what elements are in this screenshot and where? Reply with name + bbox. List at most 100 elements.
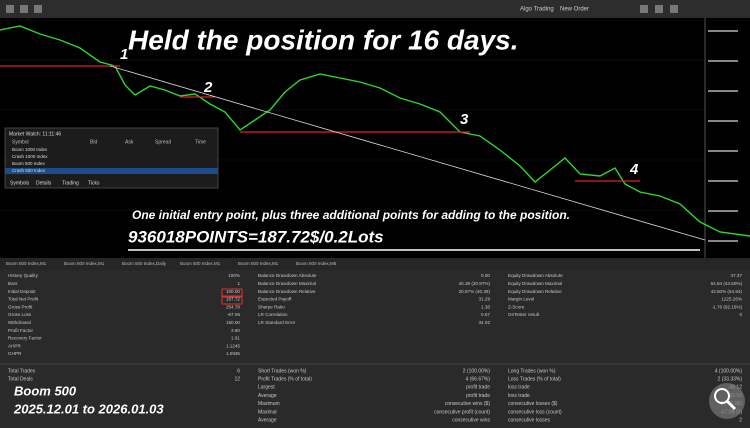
price-scale [708,30,738,242]
symbol-row[interactable]: Boom 1000 Index [12,147,48,152]
toolbar-item[interactable]: New Order [560,7,589,13]
panel-tab[interactable]: Trading [62,180,79,186]
report-value: -67.06 [227,312,240,317]
symbol-row[interactable]: Crash 500 Index [12,168,46,173]
column-header: Ask [125,139,134,145]
report-value: 4 (100.00%) [715,368,743,374]
chart-tab[interactable]: Boom 500 Index,M1 [238,261,279,266]
chart-tabs [0,258,750,270]
report-value: 100% [228,273,240,278]
highlight [221,296,243,305]
report-label: loss trade [508,393,530,399]
market-watch: Market Watch: 11:11:46 Symbol Bid Ask Sprea… [4,127,219,189]
highlight [221,288,243,297]
report-label: Maximal [258,409,277,415]
report-value: 1.61 [231,336,240,341]
report-value: 1.0935 [226,351,240,356]
report-value: 43.50% (64.84) [711,289,743,294]
position-lines [0,65,640,182]
chart-tab[interactable]: Boom 500 Index,M1 [6,261,47,266]
report-label: Equity Drawdown Relative [508,289,562,294]
report-label: consecutive losses [508,418,550,424]
report-value: 2 (33.33%) [718,377,743,383]
toolbar-icons [6,5,678,13]
report-value: 47.37 [731,273,743,278]
chart-tab[interactable]: Boom 500 Index,M1 [64,261,105,266]
result: 936018POINTS=187.72$/0.2Lots [128,227,384,246]
chart-tab[interactable]: Boom 500 Index,Daily [122,261,167,266]
report-value: 2 (100.00%) [463,368,491,374]
report-value: 0.00 [481,273,490,278]
report-label: Average [258,418,277,424]
report-label: Profit Trades (% of total) [258,377,312,383]
report-label: Gross Profit [8,304,33,309]
report-label: Short Trades (won %) [258,368,307,374]
panel-tab[interactable]: Details [36,180,52,186]
panel-tab[interactable]: Symbols [10,180,30,186]
report-value: 3.80 [231,328,240,333]
report-value: profit trade [466,385,490,391]
report-value: 2 [739,418,742,424]
panel-tab[interactable]: Ticks [88,180,100,186]
report-value: 1225.26% [721,297,742,302]
report-value: 187.72 [226,297,240,302]
title: Held the position for 16 days. [128,24,519,55]
report-value: 40.39 (20.87%) [459,281,491,286]
report-value: 4 (66.67%) [466,377,491,383]
report-value: 1.38 [481,304,490,309]
report-value: 0.67 [481,312,490,317]
report-value: -1.76 (92.16%) [712,304,743,309]
report-label: Bars [8,281,18,286]
price-line [0,25,750,237]
report-label: History Quality [8,273,39,278]
marker: 3 [460,111,469,128]
report-label: AHPR [8,343,21,348]
period: 2025.12.01 to 2026.01.03 [13,401,164,416]
marker: 1 [120,46,128,63]
report-label: loss trade [508,385,530,391]
marker: 2 [203,79,213,96]
report-label: Total Trades [8,368,36,374]
toolbar [0,0,750,18]
report-label: Balance Drawdown Absolute [258,273,317,278]
column-header: Spread [155,139,171,145]
report-label: Margin Level [508,297,534,302]
column-header: Symbol [12,139,29,145]
chart-tab[interactable]: Boom 500 Index,M1 [180,261,221,266]
report-label: Profit Factor [8,328,33,333]
report-value: 20.87% (40.39) [459,289,491,294]
report-value: 1 [237,281,240,286]
report-value: 34.02 [479,320,491,325]
toolbar-item[interactable]: Algo Trading [520,7,554,13]
column-header: Bid [90,139,97,145]
report-label: Average [258,393,277,399]
report-label: OnTester result [508,312,540,317]
report-value: 12 [234,377,240,383]
report-value: 6 [237,368,240,374]
chart-grid [0,59,705,211]
zoom-button[interactable] [709,383,745,419]
symbol: Boom 500 [14,383,77,398]
subtitle: One initial entry point, plus three addi… [132,208,570,222]
report-value: profit trade [466,393,490,399]
report-label: Total Net Profit [8,297,39,302]
report-label: LR Standard Error [258,320,296,325]
report-value: consecutive wins [452,418,490,424]
report-label: consecutive losses ($) [508,401,558,407]
report-label: Balance Drawdown Maximal [258,281,316,286]
report-value: 31.29 [479,297,491,302]
report-label: Initial Deposit [8,289,36,294]
symbol-row[interactable]: Crash 1000 Index [12,154,48,159]
report-label: Recovery Factor [8,336,42,341]
report-label: LR Correlation [258,312,288,317]
chart-tab[interactable]: Boom 500 Index,M5 [296,261,337,266]
report-value: 0 [739,312,742,317]
report-label: Balance Drawdown Relative [258,289,316,294]
report-label: Sharpe Ratio [258,304,285,309]
report-value: 150.00 [226,320,240,325]
report-label: Equity Drawdown Maximal [508,281,562,286]
symbol-row[interactable]: Boom 500 Index [12,161,46,166]
report-label: Gross Loss [8,312,32,317]
